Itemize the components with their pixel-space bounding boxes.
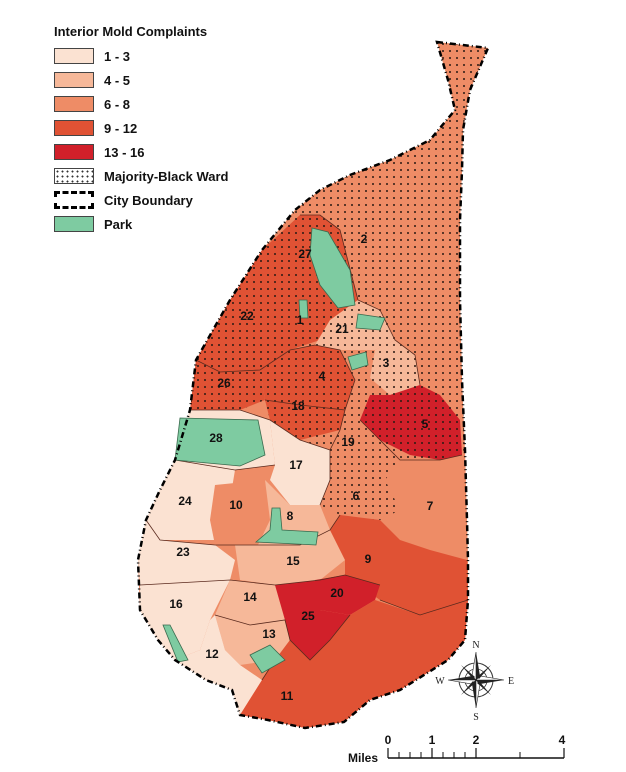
- ward-label-4: 4: [319, 369, 326, 383]
- ward-label-15: 15: [286, 554, 300, 568]
- park-small-2: [355, 313, 386, 331]
- color-swatch: [54, 120, 94, 136]
- ward-label-16: 16: [169, 597, 183, 611]
- ward-label-28: 28: [209, 431, 223, 445]
- park-small-1: [298, 299, 309, 319]
- ward-label-25: 25: [301, 609, 315, 623]
- park-swatch: [54, 216, 94, 232]
- park-16: [162, 624, 189, 663]
- ward-label-18: 18: [291, 399, 305, 413]
- scale-tick-4: 4: [559, 733, 566, 747]
- legend-item-city-boundary: City Boundary: [54, 189, 229, 211]
- legend-label: 13 - 16: [104, 144, 145, 160]
- ward-label-6: 6: [353, 489, 360, 503]
- color-swatch: [54, 48, 94, 64]
- ward-17: [270, 420, 330, 505]
- legend-item-majority-black: Majority-Black Ward: [54, 165, 229, 187]
- ward-label-19: 19: [341, 435, 355, 449]
- ward-label-3: 3: [383, 356, 390, 370]
- ward-label-9: 9: [365, 552, 372, 566]
- legend-label: 4 - 5: [104, 72, 131, 88]
- ward-14: [215, 580, 285, 625]
- legend-item-park: Park: [54, 213, 229, 235]
- ward-label-26: 26: [217, 376, 231, 390]
- ward-label-10: 10: [229, 498, 243, 512]
- scale-tick-1: 1: [429, 733, 436, 747]
- ward-label-23: 23: [176, 545, 190, 559]
- legend-item-class-5: 13 - 16: [54, 141, 229, 163]
- ward-label-12: 12: [205, 647, 219, 661]
- scale-tick-2: 2: [473, 733, 480, 747]
- ward-12: [175, 615, 262, 715]
- ward-label-20: 20: [330, 586, 344, 600]
- scale-tick-0: 0: [385, 733, 392, 747]
- ward-9: [330, 515, 468, 615]
- ward-10: [210, 480, 270, 545]
- legend-label: 6 - 8: [104, 96, 131, 112]
- ward-label-5: 5: [422, 417, 429, 431]
- ward-label-7: 7: [427, 499, 434, 513]
- ward-23: [138, 520, 235, 585]
- park-8: [254, 507, 319, 546]
- ward-7: [380, 455, 467, 560]
- legend-label-majority-black: Majority-Black Ward: [104, 168, 229, 184]
- compass-s: S: [473, 712, 479, 723]
- legend-label-park: Park: [104, 216, 133, 232]
- color-swatch: [54, 144, 94, 160]
- legend-item-class-1: 1 - 3: [54, 45, 229, 67]
- ward-label-21: 21: [335, 322, 349, 336]
- scale-unit: Miles: [348, 751, 378, 765]
- legend-item-class-3: 6 - 8: [54, 93, 229, 115]
- color-swatch: [54, 96, 94, 112]
- ward-11: [240, 600, 468, 728]
- ward-15: [235, 530, 345, 585]
- ward-20: [315, 575, 380, 615]
- map-legend: Interior Mold Complaints 1 - 3 4 - 5 6 - 8…: [54, 24, 229, 237]
- ward-label-13: 13: [262, 627, 276, 641]
- park-small-3: [347, 351, 369, 371]
- legend-title: Interior Mold Complaints: [54, 24, 208, 39]
- city-boundary: [136, 40, 490, 730]
- legend-item-class-2: 4 - 5: [54, 69, 229, 91]
- compass-rose: N S E W: [435, 640, 514, 723]
- ward-label-8: 8: [287, 509, 294, 523]
- legend-label-city-boundary: City Boundary: [104, 192, 193, 208]
- compass-e: E: [508, 676, 514, 687]
- ward-16: [140, 580, 230, 660]
- dot-pattern-swatch: [54, 168, 94, 184]
- scale-bar: Miles 0 1 2 4: [348, 733, 566, 765]
- legend-label: 1 - 3: [104, 48, 131, 64]
- color-swatch: [54, 72, 94, 88]
- park-13: [249, 644, 286, 674]
- ward-borders: [139, 214, 469, 681]
- ward-label-24: 24: [178, 494, 192, 508]
- park-north: [309, 227, 356, 309]
- ward-label-27: 27: [298, 247, 312, 261]
- compass-n: N: [472, 640, 479, 651]
- ward-label-22: 22: [240, 309, 254, 323]
- ward-25: [275, 580, 350, 660]
- legend-label: 9 - 12: [104, 120, 138, 136]
- legend-item-class-4: 9 - 12: [54, 117, 229, 139]
- ward-label-14: 14: [243, 590, 257, 604]
- city-boundary-swatch: [54, 191, 94, 209]
- parks: [162, 227, 386, 674]
- ward-label-2: 2: [361, 232, 368, 246]
- ward-label-1: 1: [297, 313, 304, 327]
- ward-label-11: 11: [281, 689, 294, 703]
- ward-label-17: 17: [289, 458, 303, 472]
- compass-w: W: [435, 676, 445, 687]
